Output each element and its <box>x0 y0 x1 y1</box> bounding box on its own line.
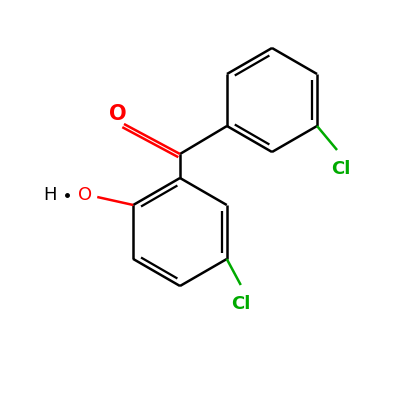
Text: Cl: Cl <box>231 295 250 313</box>
Text: Cl: Cl <box>331 160 351 178</box>
Text: O: O <box>78 186 92 204</box>
Text: O: O <box>109 104 127 124</box>
Text: H: H <box>44 186 57 204</box>
